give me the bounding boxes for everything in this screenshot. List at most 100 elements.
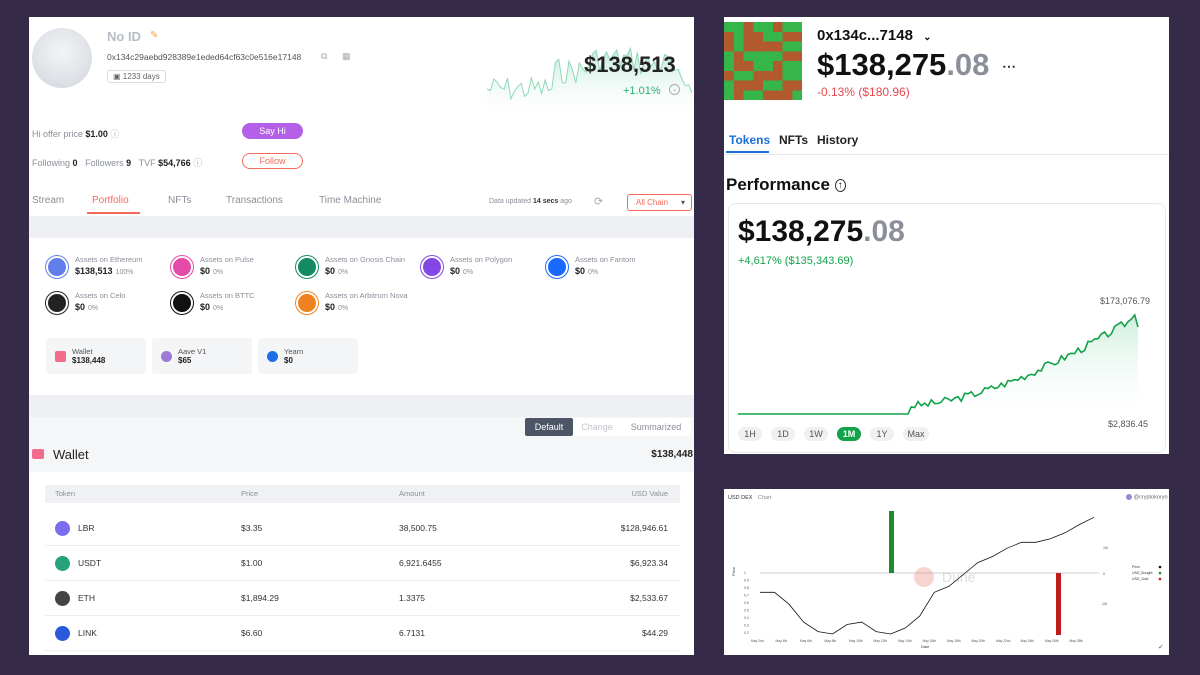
check-icon[interactable]: ✓ [1158, 644, 1164, 651]
edit-icon[interactable]: ✎ [150, 30, 159, 41]
tab-transactions[interactable]: Transactions [226, 195, 283, 206]
tab-time-machine[interactable]: Time Machine [319, 195, 382, 206]
token-price: $1.00 [241, 558, 263, 568]
perf-high: $173,076.79 [1100, 296, 1151, 306]
refresh-icon[interactable]: ⟳ [594, 196, 604, 208]
protocol-name: Wallet [72, 347, 93, 356]
view-summarized-button[interactable]: Summarized [621, 418, 691, 436]
followers-count[interactable]: 9 [126, 158, 132, 168]
chain-icon [546, 256, 568, 278]
legend-item[interactable]: USD_Sold [1132, 577, 1148, 581]
token-name: ETH [78, 593, 95, 603]
chain-icon [171, 292, 193, 314]
chain-asset[interactable]: Assets on Gnosis Chain $0 0% [296, 255, 416, 279]
chain-asset[interactable]: Assets on Polygon $0 0% [421, 255, 541, 279]
p2-balance-main: $138,275 [817, 47, 947, 82]
svg-text:Price: Price [731, 566, 736, 576]
data-updated-prefix: Data updated [489, 198, 532, 205]
view-change-button[interactable]: Change [573, 418, 621, 436]
chain-select[interactable]: All Chain ▾ [627, 194, 692, 211]
table-row[interactable]: LINK $6.60 6.7131 $44.29 [45, 616, 680, 651]
copy-icon[interactable]: ⧉ [321, 51, 328, 61]
protocol-name: Yearn [284, 347, 304, 356]
chain-asset-pct: 100% [115, 269, 134, 276]
dune-chart: Dune 1 0.9 0.8 0.7 0.6 0.5 0.4 0.3 0.2 May 2nd Ma… [731, 511, 1162, 649]
y-tick: 0.6 [744, 601, 749, 605]
protocol-card[interactable]: Wallet $138,448 [46, 338, 146, 374]
chevron-down-icon: ⌄ [923, 32, 932, 43]
chain-asset[interactable]: Assets on Arbitrum Nova $0 0% [296, 291, 416, 315]
x-tick: May 2nd [751, 639, 764, 643]
col-usd-value: USD Value [631, 489, 668, 498]
protocol-name: Aave V1 [178, 347, 207, 356]
chain-icon [46, 256, 68, 278]
perf-balance-cents: .08 [863, 215, 905, 248]
dune-subtitle: Chart [757, 495, 772, 501]
perf-change: +4,617% ($135,343.69) [738, 255, 854, 267]
protocol-card[interactable]: Aave V1 $65 [152, 338, 252, 374]
more-icon[interactable]: ⋯ [1002, 58, 1017, 75]
token-icon [55, 521, 70, 536]
chain-asset-label: Assets on Polygon [450, 255, 513, 264]
wallet-panel: 0x134c...7148 ⌄ $138,275.08 ⋯ -0.13% ($1… [724, 17, 1169, 454]
performance-title: Performance ↑ [726, 175, 846, 195]
info-icon[interactable]: ↑ [834, 179, 846, 193]
table-row[interactable]: ETH $1,894.29 1.3375 $2,533.67 [45, 581, 680, 616]
tab-history[interactable]: History [817, 133, 859, 147]
dune-title-text: USD DEX [728, 495, 753, 501]
tvf-label: TVF [138, 158, 156, 168]
follow-button[interactable]: Follow [242, 153, 303, 169]
say-hi-button[interactable]: Say Hi [242, 123, 303, 139]
calendar-icon: ▣ [113, 72, 121, 81]
col-amount: Amount [399, 489, 425, 498]
chain-asset[interactable]: Assets on Celo $0 0% [46, 291, 166, 315]
timeframe-1m[interactable]: 1M [837, 427, 861, 441]
token-usd-value: $128,946.61 [620, 523, 668, 533]
timeframe-max[interactable]: Max [903, 427, 929, 441]
y-tick: 0.5 [744, 609, 749, 613]
performance-chart [738, 313, 1139, 419]
token-amount: 6.7131 [399, 628, 425, 638]
caret-down-icon: ▾ [680, 198, 685, 207]
legend-marker [1158, 571, 1162, 575]
table-row[interactable]: LBR $3.35 38,500.75 $128,946.61 [45, 511, 680, 546]
legend-item[interactable]: Price [1132, 565, 1140, 569]
view-default-button[interactable]: Default [525, 418, 573, 436]
token-price: $6.60 [241, 628, 263, 638]
tab-nfts[interactable]: NFTs [779, 133, 809, 147]
chain-asset-pct: 0% [338, 269, 349, 276]
chain-asset[interactable]: Assets on Fantom $0 0% [546, 255, 666, 279]
chain-asset[interactable]: Assets on BTTC $0 0% [171, 291, 291, 315]
x-tick: May 18th [947, 639, 961, 643]
qr-icon[interactable]: ▦ [342, 51, 351, 61]
wallet-total: $138,448 [651, 449, 693, 460]
chain-icon [296, 292, 318, 314]
svg-text:1M: 1M [1103, 546, 1108, 550]
timeframe-1y[interactable]: 1Y [870, 427, 894, 441]
legend-item[interactable]: USD_Bought [1132, 571, 1152, 575]
chain-asset[interactable]: Assets on Pulse $0 0% [171, 255, 291, 279]
tab-nfts[interactable]: NFTs [168, 195, 192, 206]
chevron-down-icon[interactable]: ⌄ [669, 84, 680, 95]
tab-stream[interactable]: Stream [32, 195, 65, 206]
timeframe-1d[interactable]: 1D [771, 427, 795, 441]
net-worth: $138,513 [584, 52, 676, 77]
performance-title-text: Performance [726, 175, 830, 194]
svg-text:0: 0 [1103, 572, 1105, 576]
y-tick: 0.4 [744, 616, 749, 620]
table-row[interactable]: USDT $1.00 6,921.6455 $6,923.34 [45, 546, 680, 581]
pixel-avatar [724, 22, 802, 100]
following-count[interactable]: 0 [72, 158, 78, 168]
profile-panel: No ID ✎ 0x134c29aebd928389e1eded64cf63c0… [29, 17, 694, 655]
protocol-card[interactable]: Yearn $0 [258, 338, 358, 374]
p2-address[interactable]: 0x134c...7148 ⌄ [817, 27, 932, 44]
performance-card [728, 203, 1166, 453]
timeframe-1h[interactable]: 1H [738, 427, 762, 441]
data-updated: Data updated 14 secs ago [489, 198, 572, 205]
account-age-badge: ▣ 1233 days [107, 70, 166, 83]
chain-asset[interactable]: Assets on Ethereum $138,513 100% [46, 255, 166, 279]
timeframe-1w[interactable]: 1W [804, 427, 828, 441]
tab-tokens[interactable]: Tokens [729, 133, 771, 147]
tab-portfolio[interactable]: Portfolio [92, 195, 129, 206]
x-tick: May 28th [1070, 639, 1084, 643]
